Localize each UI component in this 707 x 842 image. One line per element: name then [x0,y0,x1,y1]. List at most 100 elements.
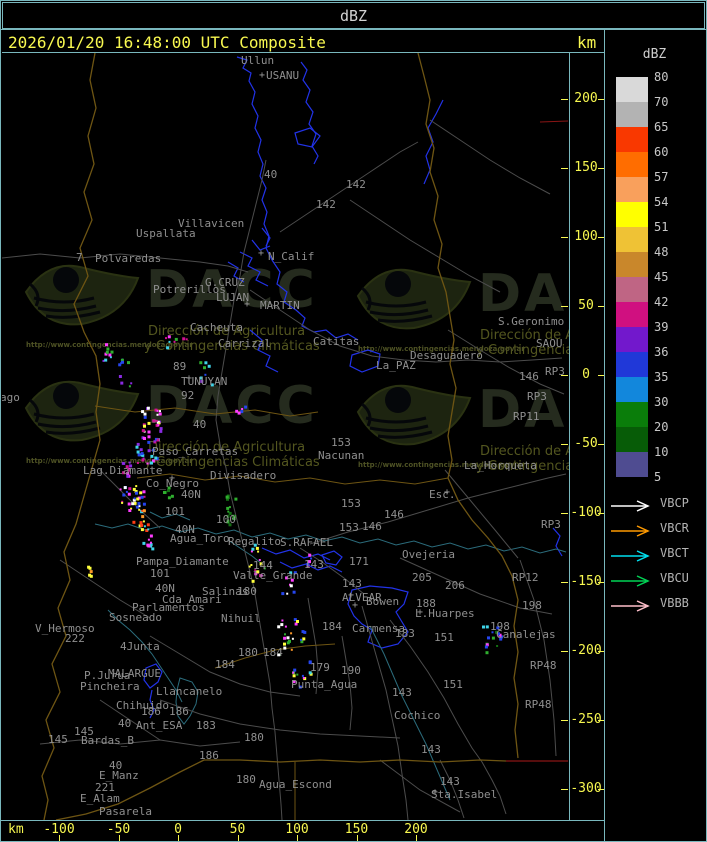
radar-echo [147,544,151,548]
radar-echo [156,420,160,424]
radar-echo [290,632,293,635]
geo-path-blue [149,689,155,719]
radar-echo [280,623,284,627]
x-tick-label: -100 [43,822,75,837]
outer-border-top [0,0,707,1]
colorbar-tick-label: 20 [654,420,669,434]
radar-echo [142,490,146,494]
radar-echo [277,653,281,657]
station-code: VBCR [660,521,689,535]
radar-echo [281,619,284,622]
map-label: 100 [216,513,236,526]
outer-border-left [0,0,1,842]
colorbar-tick-label: 36 [654,345,669,359]
colorbar-tick-label: 54 [654,195,669,209]
radar-echo [143,415,147,419]
map-label: 143 [421,743,441,756]
radar-echo [296,673,299,676]
radar-echo [130,382,133,385]
y-tick-mark-inner [561,720,568,721]
radar-echo [257,550,260,553]
y-tick-mark [598,789,604,790]
y-tick-mark-inner [561,444,568,445]
radar-echo [135,445,139,449]
radar-echo [132,487,136,491]
x-tick-label: 50 [229,822,246,837]
map-label: Punta_Agua [291,678,358,691]
radar-echo [482,625,485,629]
geo-path-blue [143,663,163,689]
geo-path-blue [321,550,343,566]
radar-echo [149,544,153,548]
radar-echo [118,363,122,367]
radar-echo [156,409,159,412]
radar-echo [250,550,253,553]
x-tick-label: 150 [344,822,369,837]
y-tick-mark [598,444,604,445]
radar-echo [159,410,161,413]
radar-echo [143,525,146,528]
radar-echo [143,495,146,498]
geo-path-road [309,473,567,545]
map-label: RP3 [541,518,561,531]
map-label: Potrerillos [153,283,226,296]
geo-path-river [369,625,451,801]
map-label: Agua_Escond [259,778,332,791]
geo-path-blue [236,56,273,261]
geo-path-road [149,635,301,697]
geo-path-road [399,557,553,615]
radar-echo [134,490,138,493]
y-tick-mark [598,513,604,514]
radar-echo [121,500,124,503]
map-label: 153 [331,436,351,449]
map-label: 40 [109,759,123,772]
map-label: 180 [238,646,258,659]
y-tick-mark [598,168,604,169]
map-label: Chihuido [116,699,169,712]
radar-echo [151,459,155,463]
radar-echo [154,437,158,441]
geo-path-road [39,739,241,747]
radar-echo [147,528,150,531]
radar-echo [123,486,127,490]
radar-echo [127,361,130,365]
colorbar-swatch [616,252,648,277]
map-label: RP3 [545,365,565,378]
station-marker: + [417,607,424,618]
geo-path-road [519,559,557,757]
radar-echo [199,361,203,365]
radar-echo [88,566,92,570]
y-tick-mark-inner [561,789,568,790]
radar-echo [292,590,296,594]
geo-path-blue [349,349,381,373]
radar-echo [485,643,489,647]
map-label: 221 [95,781,115,794]
radar-echo [141,509,144,512]
geo-path-blue [300,61,319,165]
radar-echo [289,584,293,588]
radar-echo [167,489,170,493]
geo-path-river [149,511,191,521]
geo-path-road [59,559,151,619]
radar-echo [495,630,499,634]
radar-echo [293,618,297,622]
vbct-arrow-icon [610,547,652,566]
map-label: 190 [341,664,361,677]
map-label: Carrizal [218,337,271,350]
map-label: Cacheuta [190,321,243,334]
colorbar-tick-label: 65 [654,120,669,134]
radar-echo [290,648,293,651]
map-label: Villavicen [178,217,245,230]
station-code: VBBB [660,596,689,610]
geography-layer [2,53,569,820]
geo-path-road [99,469,161,529]
x-tick-label: 0 [174,822,182,837]
radar-echo [237,411,241,415]
radar-echo [163,491,166,494]
x-tick-mark [416,835,417,841]
geo-path-road [249,289,563,363]
map-label: L.Huarpes [415,607,475,620]
radar-echo [496,626,500,630]
map-label: S.Geronimo [498,315,565,328]
